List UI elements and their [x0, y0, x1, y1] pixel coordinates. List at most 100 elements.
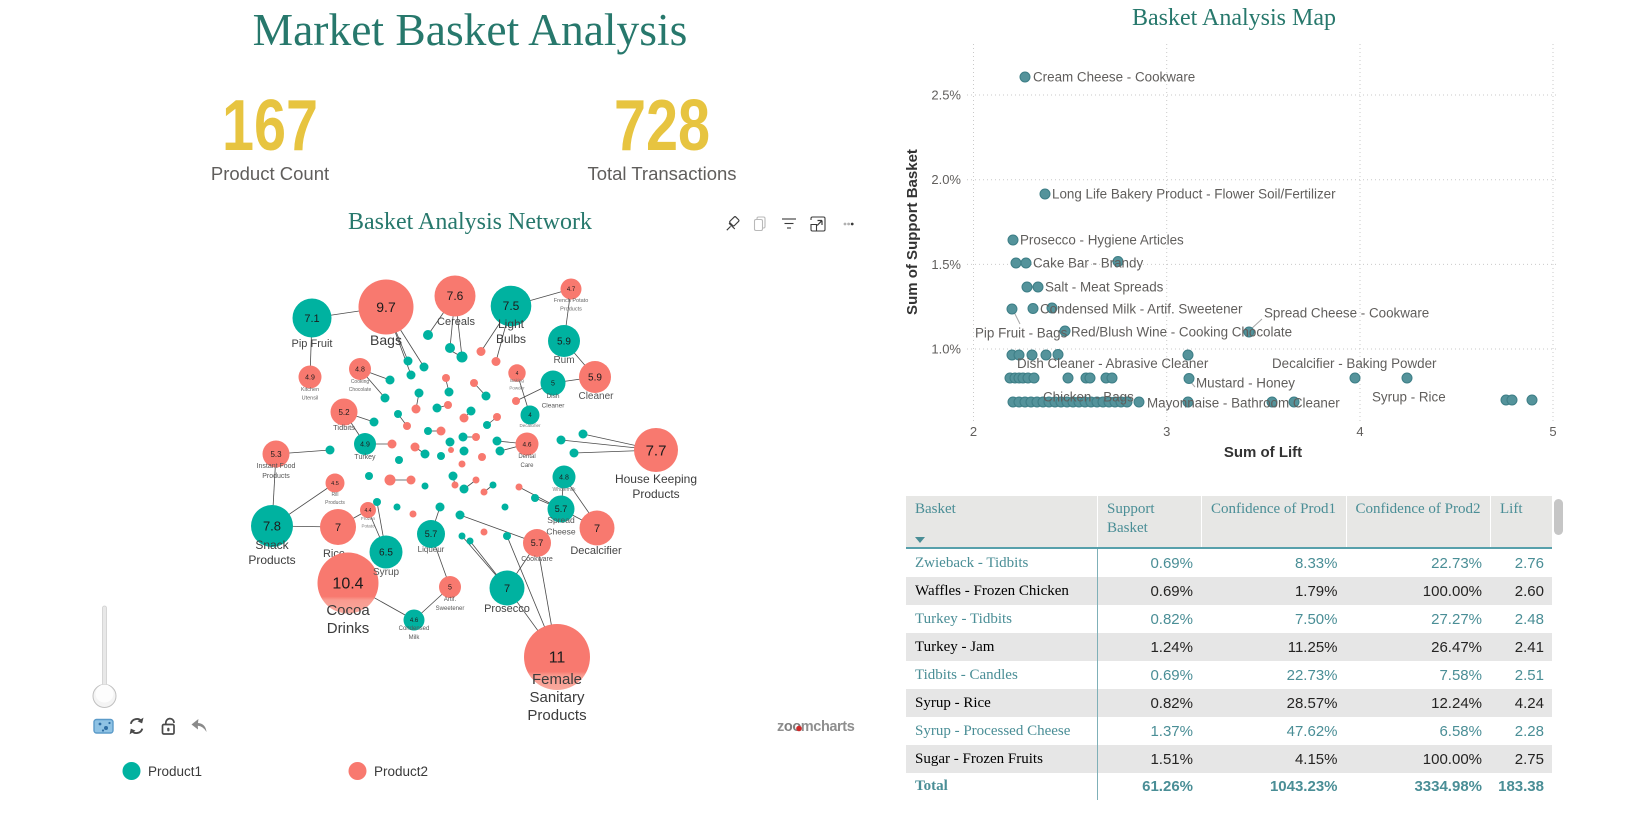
svg-text:Rum: Rum [553, 355, 574, 366]
svg-text:Cookware: Cookware [521, 556, 553, 563]
svg-text:Bulbs: Bulbs [496, 332, 526, 346]
svg-text:Sanitary: Sanitary [529, 689, 585, 706]
svg-text:Products: Products [262, 473, 290, 480]
svg-text:French Potato: French Potato [554, 298, 589, 304]
svg-text:Liqueur: Liqueur [418, 545, 445, 554]
svg-text:7.8: 7.8 [263, 519, 281, 534]
svg-text:Salt - Meat Spreads: Salt - Meat Spreads [1045, 280, 1164, 295]
svg-text:zoomcharts: zoomcharts [777, 719, 855, 735]
svg-text:7.1: 7.1 [304, 313, 319, 325]
svg-text:7: 7 [504, 583, 510, 595]
svg-text:4: 4 [528, 413, 532, 419]
svg-text:5: 5 [551, 380, 555, 387]
svg-text:Products: Products [632, 487, 679, 501]
svg-text:Wholemilk: Wholemilk [552, 487, 576, 493]
svg-text:Mayonnaise - Bathroom Cleaner: Mayonnaise - Bathroom Cleaner [1147, 396, 1340, 411]
svg-text:2.5%: 2.5% [931, 88, 961, 103]
svg-text:Cocoa: Cocoa [326, 602, 370, 619]
svg-text:Spread: Spread [547, 515, 575, 525]
svg-text:2: 2 [970, 424, 977, 439]
svg-text:Decalcifier: Decalcifier [570, 545, 622, 557]
svg-text:4: 4 [1356, 424, 1363, 439]
svg-text:4.9: 4.9 [360, 441, 370, 448]
svg-text:Dish: Dish [546, 393, 559, 400]
svg-text:7: 7 [335, 522, 341, 534]
svg-text:Utensil: Utensil [302, 396, 319, 402]
svg-text:Pip Fruit: Pip Fruit [292, 338, 333, 350]
svg-text:Syrup - Rice: Syrup - Rice [1372, 390, 1446, 405]
svg-text:10.4: 10.4 [332, 576, 363, 593]
svg-text:Powder: Powder [509, 386, 525, 391]
svg-text:Instant Food: Instant Food [257, 463, 296, 470]
svg-text:Dish Cleaner - Abrasive Cleane: Dish Cleaner - Abrasive Cleaner [1017, 356, 1209, 371]
svg-text:Product1: Product1 [148, 764, 202, 779]
svg-text:7: 7 [594, 523, 600, 535]
svg-text:Drinks: Drinks [327, 620, 370, 637]
svg-text:5.7: 5.7 [555, 504, 568, 514]
svg-text:3: 3 [1163, 424, 1170, 439]
svg-text:Bags: Bags [370, 332, 402, 348]
svg-text:Red/Blush Wine - Cooking Choco: Red/Blush Wine - Cooking Chocolate [1071, 325, 1292, 340]
svg-text:Cheese: Cheese [546, 527, 576, 537]
svg-text:Decalcifier - Baking Powder: Decalcifier - Baking Powder [1272, 356, 1437, 371]
svg-text:4.8: 4.8 [355, 366, 365, 373]
svg-text:Cream Cheese - Cookware: Cream Cheese - Cookware [1033, 70, 1195, 85]
svg-text:Cleaner: Cleaner [542, 403, 566, 410]
svg-text:Kitchen: Kitchen [301, 387, 319, 393]
svg-text:Decalcifier: Decalcifier [519, 423, 541, 428]
svg-text:Turkey: Turkey [354, 454, 376, 461]
svg-text:Prosecco: Prosecco [484, 603, 530, 615]
svg-text:4.9: 4.9 [305, 374, 315, 381]
svg-text:4.5: 4.5 [331, 481, 339, 487]
svg-text:7.5: 7.5 [503, 299, 520, 313]
svg-text:Snack: Snack [255, 538, 289, 552]
svg-text:Rill: Rill [332, 492, 339, 498]
svg-text:5: 5 [448, 584, 452, 591]
svg-text:Dental: Dental [518, 454, 535, 460]
svg-text:Condensed: Condensed [399, 626, 430, 632]
svg-text:7.6: 7.6 [447, 289, 464, 303]
svg-text:5.2: 5.2 [338, 408, 350, 417]
svg-text:Chicken - Bags: Chicken - Bags [1043, 390, 1134, 405]
svg-text:Frozen: Frozen [361, 516, 376, 521]
svg-text:4.6: 4.6 [522, 441, 531, 448]
svg-text:Light: Light [498, 317, 525, 331]
svg-text:Cereals: Cereals [437, 316, 475, 328]
svg-text:Cake Bar - Brandy: Cake Bar - Brandy [1033, 256, 1143, 271]
svg-text:Products: Products [527, 707, 586, 724]
svg-text:7.7: 7.7 [646, 442, 667, 459]
svg-text:4.6: 4.6 [410, 618, 419, 624]
svg-text:Potato: Potato [361, 524, 375, 529]
svg-text:Chocolate: Chocolate [349, 387, 372, 393]
svg-text:4.7: 4.7 [567, 287, 576, 293]
svg-text:Sweetener: Sweetener [436, 606, 465, 612]
svg-text:4.8: 4.8 [559, 474, 569, 481]
svg-text:Care: Care [520, 463, 534, 469]
svg-text:5: 5 [1549, 424, 1556, 439]
svg-text:6.5: 6.5 [379, 548, 393, 559]
svg-text:Sum of Support Basket: Sum of Support Basket [904, 149, 921, 315]
svg-text:Pip Fruit - Bags: Pip Fruit - Bags [975, 326, 1068, 341]
svg-text:Cleaner: Cleaner [578, 391, 614, 402]
svg-text:Cooking: Cooking [351, 379, 370, 385]
svg-text:Products: Products [560, 307, 582, 313]
svg-text:5.9: 5.9 [557, 337, 571, 348]
svg-text:Condensed Milk - Artif. Sweete: Condensed Milk - Artif. Sweetener [1040, 302, 1243, 317]
svg-text:Sum of Lift: Sum of Lift [1224, 444, 1302, 461]
svg-text:4: 4 [516, 371, 519, 377]
svg-text:1.0%: 1.0% [931, 342, 961, 357]
svg-text:Artif.: Artif. [444, 597, 457, 603]
svg-text:Products: Products [248, 553, 295, 567]
svg-text:Basket Analysis Map: Basket Analysis Map [1132, 5, 1336, 31]
svg-text:Mustard - Honey: Mustard - Honey [1196, 376, 1295, 391]
svg-text:House Keeping: House Keeping [615, 472, 697, 486]
svg-text:Syrup: Syrup [373, 567, 400, 578]
svg-text:Baking: Baking [510, 378, 524, 383]
svg-text:5.3: 5.3 [270, 450, 282, 459]
svg-text:5.7: 5.7 [425, 529, 438, 539]
svg-text:Products: Products [325, 500, 345, 506]
svg-text:Tidbits: Tidbits [333, 423, 355, 432]
svg-text:Milk: Milk [409, 635, 421, 641]
svg-text:Long Life Bakery Product - Flo: Long Life Bakery Product - Flower Soil/F… [1052, 187, 1336, 202]
svg-text:4.4: 4.4 [365, 508, 372, 514]
